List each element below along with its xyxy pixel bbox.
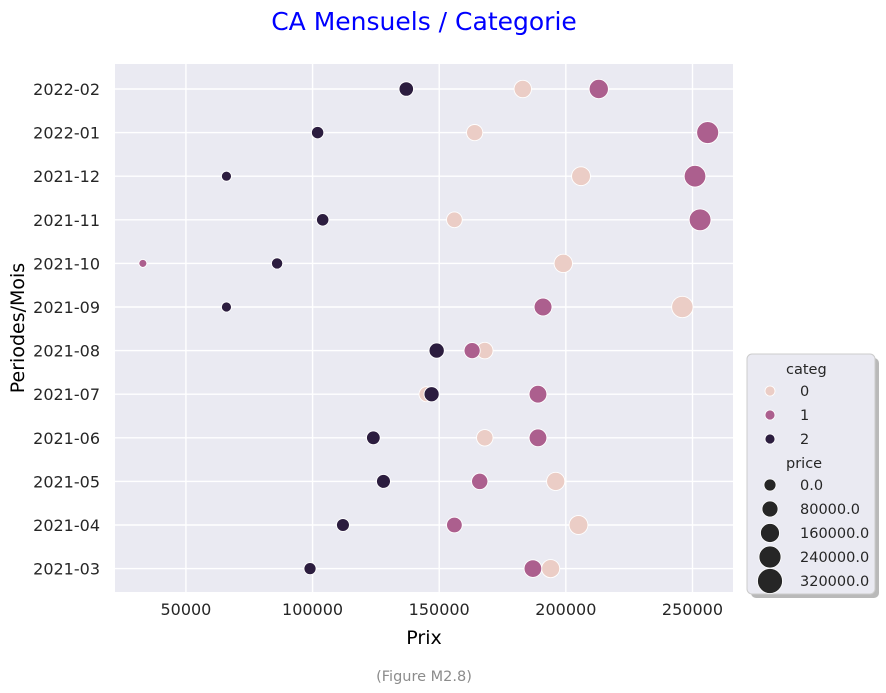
data-point-categ-1 <box>528 384 548 404</box>
x-tick-label: 250000 <box>662 600 723 619</box>
legend-label-price: 320000.0 <box>800 574 869 590</box>
data-point-categ-2 <box>366 430 381 446</box>
x-axis-label: Prix <box>406 627 441 649</box>
y-tick-label: 2021-05 <box>33 472 100 491</box>
y-tick-label: 2022-02 <box>33 80 100 99</box>
data-point-categ-1 <box>523 559 543 578</box>
legend-label-categ: 0 <box>800 384 809 400</box>
legend-size-marker <box>761 500 779 518</box>
data-point-categ-1 <box>471 472 489 491</box>
legend-label-price: 80000.0 <box>800 502 860 518</box>
data-point-categ-0 <box>671 295 694 319</box>
legend-size-marker <box>763 478 777 492</box>
data-point-categ-0 <box>476 429 494 447</box>
data-point-categ-1 <box>683 164 707 188</box>
y-tick-label: 2021-06 <box>33 429 100 448</box>
data-point-categ-1 <box>588 78 609 100</box>
data-point-categ-2 <box>270 257 284 270</box>
data-point-categ-2 <box>428 342 445 359</box>
legend-size-marker <box>757 568 783 594</box>
figure-caption: (Figure M2.8) <box>376 669 472 685</box>
x-tick-label: 200000 <box>535 600 596 619</box>
x-tick-label: 150000 <box>409 600 470 619</box>
legend-label-categ: 2 <box>800 432 809 448</box>
data-point-categ-0 <box>571 166 591 187</box>
legend-marker-categ-2 <box>764 433 776 445</box>
x-gridlines <box>185 64 694 592</box>
legend-label-price: 0.0 <box>800 478 823 494</box>
y-tick-label: 2021-12 <box>33 167 100 186</box>
data-point-categ-0 <box>446 211 463 229</box>
data-point-categ-0 <box>546 471 566 491</box>
x-tick-label: 50000 <box>160 600 211 619</box>
data-point-categ-2 <box>303 562 317 576</box>
x-tick-labels: 50000 100000 150000 200000 250000 <box>160 600 723 619</box>
legend-marker-categ-0 <box>764 385 776 397</box>
data-point-categ-2 <box>220 301 232 313</box>
data-point-categ-2 <box>423 386 440 403</box>
data-point-categ-1 <box>533 297 553 317</box>
data-point-categ-1 <box>688 208 712 232</box>
legend-label-price: 160000.0 <box>800 526 869 542</box>
plot-area <box>115 64 733 592</box>
legend: categ 0 1 2 price 0.0 80000.0 160000.0 240000… <box>746 353 879 598</box>
legend-size-marker <box>758 545 782 569</box>
y-tick-label: 2021-09 <box>33 298 100 317</box>
data-point-categ-0 <box>466 124 484 142</box>
y-tick-label: 2021-04 <box>33 516 100 535</box>
y-tick-label: 2022-01 <box>33 124 100 143</box>
x-tick-label: 100000 <box>282 600 343 619</box>
data-point-categ-0 <box>513 79 532 99</box>
data-point-categ-1 <box>528 428 548 448</box>
chart-title: CA Mensuels / Categorie <box>271 7 577 36</box>
y-axis-label: Periodes/Mois <box>7 263 29 393</box>
data-point-categ-2 <box>336 518 350 532</box>
data-point-categ-2 <box>311 125 325 140</box>
y-tick-label: 2021-03 <box>33 560 100 579</box>
y-tick-labels: 2022-02 2022-01 2021-12 2021-11 2021-10 2021-… <box>33 80 100 579</box>
data-point-categ-1 <box>446 516 463 534</box>
data-point-categ-1 <box>696 121 720 145</box>
y-tick-label: 2021-11 <box>33 211 100 230</box>
legend-label-categ: 1 <box>800 408 809 424</box>
legend-size-entries: 0.0 80000.0 160000.0 240000.0 320000.0 <box>757 478 869 594</box>
data-point-categ-1 <box>138 258 148 268</box>
legend-label-price: 240000.0 <box>800 550 869 566</box>
legend-marker-categ-1 <box>764 409 776 421</box>
legend-size-title: price <box>786 456 822 472</box>
data-point-categ-2 <box>316 213 330 227</box>
legend-hue-entries: 0 1 2 <box>764 384 809 448</box>
data-point-categ-2 <box>220 170 232 182</box>
data-points <box>138 78 720 579</box>
legend-hue-title: categ <box>786 362 827 378</box>
y-tick-label: 2021-07 <box>33 385 100 404</box>
legend-size-marker <box>760 523 780 543</box>
data-point-categ-0 <box>541 559 561 579</box>
data-point-categ-2 <box>398 81 414 97</box>
data-point-categ-0 <box>553 253 573 274</box>
y-tick-label: 2021-08 <box>33 342 100 361</box>
data-point-categ-0 <box>568 515 589 535</box>
data-point-categ-1 <box>463 342 481 360</box>
data-point-categ-2 <box>376 473 391 489</box>
y-tick-label: 2021-10 <box>33 254 100 273</box>
